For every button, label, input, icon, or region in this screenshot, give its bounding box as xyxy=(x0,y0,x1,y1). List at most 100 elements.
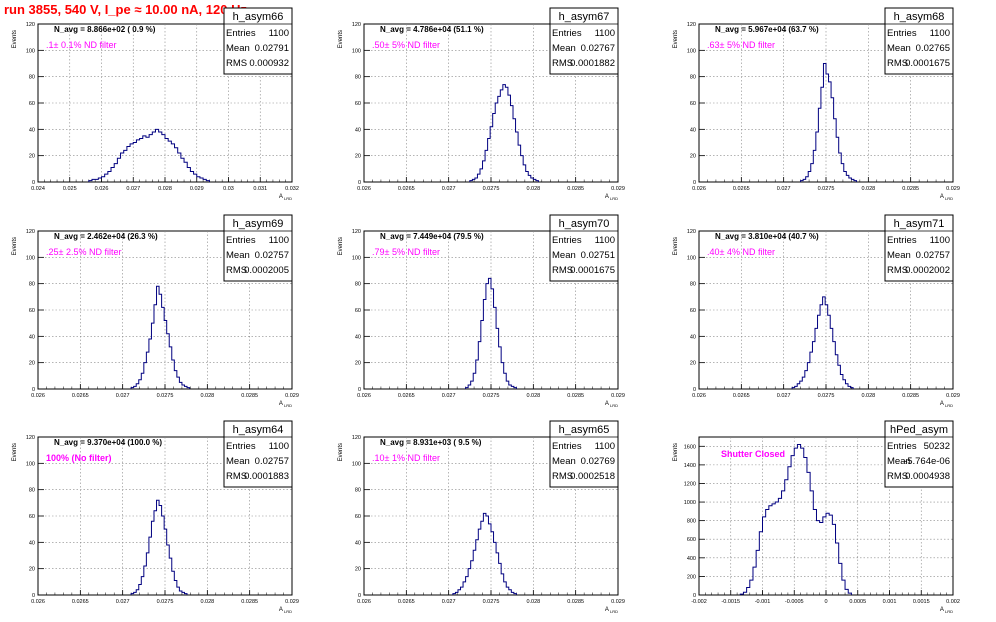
tick-label-y: 1600 xyxy=(684,444,696,450)
tick-label-x: 0.028 xyxy=(861,393,875,399)
navg-label: N_avg = 7.449e+04 (79.5 %) xyxy=(380,232,484,241)
stats-label-rms: RMS xyxy=(226,265,247,276)
axis-title-x: A LRD xyxy=(940,194,953,201)
stats-value-mean: 0.02757 xyxy=(255,250,289,261)
tick-label-y: 40 xyxy=(29,334,35,340)
filter-annotation: .25± 2.5% ND filter xyxy=(46,247,121,257)
tick-label-y: 0 xyxy=(32,593,35,599)
stats-label-entries: Entries xyxy=(226,28,256,39)
stats-value-rms: 0.000932 xyxy=(249,58,289,69)
stats-box: hPed_asym Entries 50232 Mean-5.764e-06 RMS0.… xyxy=(884,420,954,488)
stats-box-frame xyxy=(884,214,954,282)
stats-value-entries: 1100 xyxy=(269,28,289,39)
axis-title-x: A LRD xyxy=(279,194,292,201)
stats-label-entries: Entries xyxy=(552,28,582,39)
tick-label-x: 0.0285 xyxy=(241,393,258,399)
tick-label-y: 200 xyxy=(687,574,696,580)
axis-title-y: Events xyxy=(338,30,344,48)
stats-box: h_asym70 Entries 1100 Mean 0.02751 RMS0.00016… xyxy=(549,214,619,282)
tick-label-y: 80 xyxy=(29,75,35,81)
stats-histogram-name: h_asym68 xyxy=(894,11,945,23)
tick-label-x: 0.028 xyxy=(200,599,214,605)
stats-value-rms: 0.0001883 xyxy=(244,471,289,482)
histogram-pad-h_asym69: 0.026 0.0265 0.027 0.0275 0.028 0.0285 0.029 0 2… xyxy=(12,214,299,408)
stats-value-mean: -5.764e-06 xyxy=(904,456,950,467)
tick-label-y: 60 xyxy=(355,308,361,314)
stats-histogram-name: h_asym66 xyxy=(233,11,284,23)
stats-value-entries: 1100 xyxy=(595,441,615,452)
filter-annotation: .50± 5% ND filter xyxy=(372,40,440,50)
tick-label-y: 100 xyxy=(352,461,361,467)
tick-label-y: 60 xyxy=(355,101,361,107)
histogram-pad-h_asym67: 0.026 0.0265 0.027 0.0275 0.028 0.0285 0.029 0 2… xyxy=(338,7,625,201)
stats-label-entries: Entries xyxy=(226,441,256,452)
stats-label-rms: RMS xyxy=(226,471,247,482)
tick-label-x: 0.028 xyxy=(158,186,172,192)
tick-label-y: 100 xyxy=(352,48,361,54)
tick-label-y: 100 xyxy=(26,461,35,467)
tick-label-y: 60 xyxy=(690,308,696,314)
tick-label-x: 0.0285 xyxy=(567,599,584,605)
tick-label-x: 0.027 xyxy=(126,186,140,192)
axis-title-y: Events xyxy=(673,30,679,48)
stats-value-rms: 0.0001675 xyxy=(570,265,615,276)
tick-label-y: 100 xyxy=(687,255,696,261)
tick-label-x: 0.029 xyxy=(611,599,625,605)
tick-label-x: 0.026 xyxy=(692,186,706,192)
stats-label-entries: Entries xyxy=(552,441,582,452)
stats-box: h_asym69 Entries 1100 Mean 0.02757 RMS0.00020… xyxy=(223,214,293,282)
tick-label-y: 80 xyxy=(355,282,361,288)
tick-label-y: 40 xyxy=(690,127,696,133)
tick-label-y: 20 xyxy=(690,154,696,160)
tick-label-x: 0.029 xyxy=(611,393,625,399)
tick-label-x: -0.001 xyxy=(755,599,771,605)
tick-label-x: -0.002 xyxy=(691,599,707,605)
histogram-pad-h_asym66: 0.024 0.025 0.026 0.027 0.028 0.029 0.03 0.031 0… xyxy=(12,7,299,201)
histogram-series xyxy=(800,63,857,182)
stats-label-rms: RMS xyxy=(887,471,908,482)
tick-label-x: 0.027 xyxy=(442,393,456,399)
stats-value-entries: 1100 xyxy=(269,235,289,246)
tick-label-x: 0.0275 xyxy=(483,599,500,605)
axis-title-y: Events xyxy=(338,443,344,461)
stats-label-entries: Entries xyxy=(552,235,582,246)
stats-value-rms: 0.0001882 xyxy=(570,58,615,69)
tick-label-y: 40 xyxy=(29,540,35,546)
axis-title-x: A LRD xyxy=(940,607,953,614)
stats-box-frame xyxy=(549,7,619,75)
stats-value-mean: 0.02757 xyxy=(255,456,289,467)
tick-label-x: 0.0265 xyxy=(72,393,89,399)
tick-label-y: 100 xyxy=(26,255,35,261)
stats-histogram-name: h_asym64 xyxy=(233,424,284,436)
histogram-pad-h_asym71: 0.026 0.0265 0.027 0.0275 0.028 0.0285 0.029 0 2… xyxy=(673,214,960,408)
tick-label-x: 0 xyxy=(824,599,827,605)
stats-box: h_asym66 Entries 1100 Mean 0.02791 RMS 0.00093… xyxy=(223,7,293,75)
tick-label-y: 60 xyxy=(690,101,696,107)
tick-label-x: 0.024 xyxy=(31,186,45,192)
tick-label-x: 0.0285 xyxy=(567,393,584,399)
tick-label-x: 0.032 xyxy=(285,186,299,192)
tick-label-y: 0 xyxy=(32,387,35,393)
histogram-series xyxy=(791,296,854,389)
filter-annotation: .1± 0.1% ND filter xyxy=(46,40,116,50)
stats-histogram-name: h_asym70 xyxy=(559,218,610,230)
axis-title-y: Events xyxy=(673,443,679,461)
tick-label-x: 0.027 xyxy=(116,393,130,399)
navg-label: N_avg = 8.866e+02 ( 0.9 %) xyxy=(54,25,156,34)
histogram-pad-h_asym68: 0.026 0.0265 0.027 0.0275 0.028 0.0285 0.029 0 2… xyxy=(673,7,960,201)
tick-label-y: 120 xyxy=(352,229,361,235)
stats-value-mean: 0.02791 xyxy=(255,43,289,54)
tick-label-x: 0.026 xyxy=(95,186,109,192)
stats-label-rms: RMS xyxy=(226,58,247,69)
tick-label-y: 120 xyxy=(26,22,35,28)
tick-label-y: 0 xyxy=(693,387,696,393)
tick-label-y: 40 xyxy=(355,334,361,340)
tick-label-x: 0.027 xyxy=(116,599,130,605)
tick-label-y: 1400 xyxy=(684,463,696,469)
tick-label-y: 100 xyxy=(26,48,35,54)
stats-label-mean: Mean xyxy=(552,250,576,261)
stats-value-rms: 0.0002518 xyxy=(570,471,615,482)
tick-label-x: 0.025 xyxy=(63,186,77,192)
tick-label-y: 80 xyxy=(29,488,35,494)
